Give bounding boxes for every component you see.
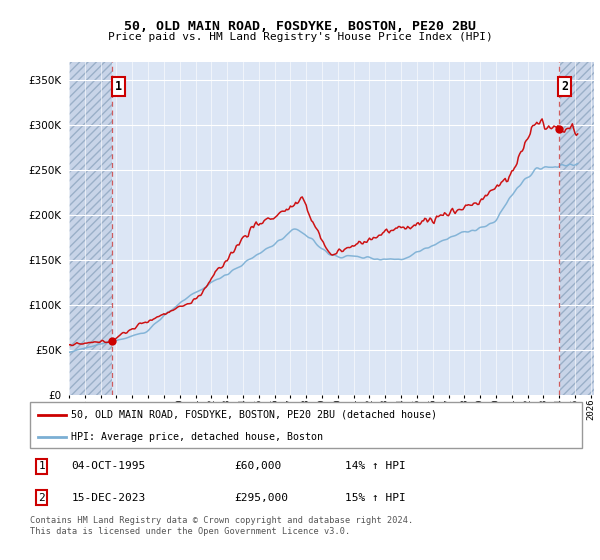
Text: 50, OLD MAIN ROAD, FOSDYKE, BOSTON, PE20 2BU (detached house): 50, OLD MAIN ROAD, FOSDYKE, BOSTON, PE20… (71, 410, 437, 420)
Text: 50, OLD MAIN ROAD, FOSDYKE, BOSTON, PE20 2BU: 50, OLD MAIN ROAD, FOSDYKE, BOSTON, PE20… (124, 20, 476, 32)
Text: Price paid vs. HM Land Registry's House Price Index (HPI): Price paid vs. HM Land Registry's House … (107, 32, 493, 43)
Bar (69, 62, 112, 395)
Text: 2: 2 (38, 493, 45, 503)
FancyBboxPatch shape (30, 402, 582, 448)
Text: 1: 1 (115, 80, 122, 93)
Text: 15-DEC-2023: 15-DEC-2023 (71, 493, 146, 503)
Text: 2: 2 (561, 80, 568, 93)
Text: 04-OCT-1995: 04-OCT-1995 (71, 461, 146, 472)
Text: 15% ↑ HPI: 15% ↑ HPI (344, 493, 406, 503)
Text: 14% ↑ HPI: 14% ↑ HPI (344, 461, 406, 472)
Text: 1: 1 (38, 461, 45, 472)
Text: HPI: Average price, detached house, Boston: HPI: Average price, detached house, Bost… (71, 432, 323, 441)
Text: £295,000: £295,000 (234, 493, 288, 503)
Bar (559, 62, 594, 395)
Text: £60,000: £60,000 (234, 461, 281, 472)
Text: Contains HM Land Registry data © Crown copyright and database right 2024.
This d: Contains HM Land Registry data © Crown c… (30, 516, 413, 536)
